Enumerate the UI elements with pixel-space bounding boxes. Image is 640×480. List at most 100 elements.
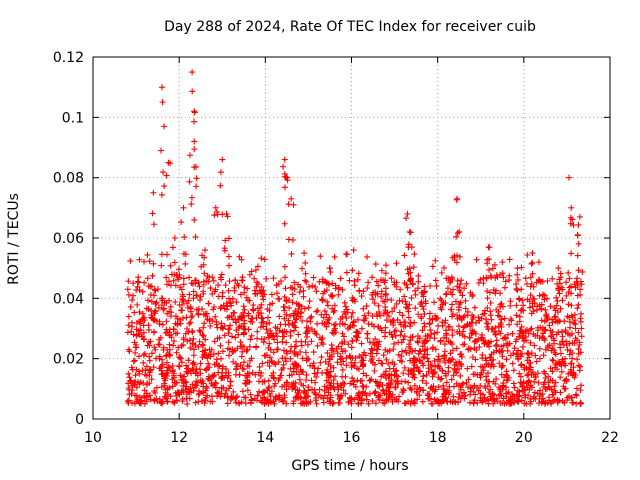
data-point <box>203 366 210 373</box>
data-point <box>467 391 474 398</box>
data-point <box>497 400 504 407</box>
data-point <box>534 324 541 331</box>
data-point <box>241 289 248 296</box>
peak-trail-point <box>382 307 389 314</box>
data-point <box>363 396 370 403</box>
data-point <box>560 383 567 390</box>
peak-trail-point <box>407 229 414 236</box>
data-point <box>355 390 362 397</box>
data-point <box>199 348 206 355</box>
data-point <box>576 341 583 348</box>
data-point <box>556 290 563 297</box>
data-point <box>254 263 261 270</box>
data-point <box>532 352 539 359</box>
data-point <box>464 365 471 372</box>
data-point <box>456 330 463 337</box>
data-point <box>429 263 436 270</box>
data-point <box>207 398 214 405</box>
peak-trail-point <box>150 221 157 228</box>
data-point <box>184 400 191 407</box>
peak-trail-point <box>577 286 584 293</box>
data-point <box>255 281 262 288</box>
data-point <box>198 252 205 259</box>
data-point <box>266 363 273 370</box>
data-point <box>386 388 393 395</box>
data-point <box>474 399 481 406</box>
data-point <box>442 372 449 379</box>
data-point <box>240 366 247 373</box>
data-point <box>193 292 200 299</box>
data-point <box>518 264 525 271</box>
data-point <box>141 350 148 357</box>
data-point <box>312 391 319 398</box>
data-point <box>258 301 265 308</box>
data-point <box>212 379 219 386</box>
data-point <box>283 386 290 393</box>
data-point <box>536 302 543 309</box>
data-point <box>342 390 349 397</box>
data-point <box>432 257 439 264</box>
data-point <box>415 272 422 279</box>
data-point <box>351 363 358 370</box>
data-point <box>406 265 413 272</box>
data-point <box>183 362 190 369</box>
data-point <box>280 365 287 372</box>
data-point <box>282 274 289 281</box>
data-point <box>340 379 347 386</box>
data-point <box>541 368 548 375</box>
data-point <box>498 364 505 371</box>
data-point <box>436 358 443 365</box>
data-point <box>226 385 233 392</box>
data-point <box>408 398 415 405</box>
peak-trail-point <box>158 251 165 258</box>
data-point <box>312 283 319 290</box>
data-point <box>486 343 493 350</box>
data-point <box>249 315 256 322</box>
data-point <box>528 280 535 287</box>
data-point <box>300 399 307 406</box>
data-point <box>136 399 143 406</box>
data-point <box>332 329 339 336</box>
data-point <box>335 286 342 293</box>
data-point <box>377 312 384 319</box>
data-point <box>270 349 277 356</box>
data-point <box>509 360 516 367</box>
data-point <box>475 314 482 321</box>
data-point <box>429 400 436 407</box>
peak-trail-point <box>410 264 417 271</box>
peak-trail-point <box>158 147 165 154</box>
data-point <box>523 365 530 372</box>
data-point <box>527 339 534 346</box>
peak-trail-point <box>221 247 228 254</box>
data-point <box>528 260 535 267</box>
data-point <box>158 371 165 378</box>
data-point <box>536 345 543 352</box>
data-point <box>507 298 514 305</box>
data-point <box>288 371 295 378</box>
data-point <box>546 394 553 401</box>
data-point <box>564 394 571 401</box>
data-point <box>339 373 346 380</box>
peak-trail-point <box>327 269 334 276</box>
data-point <box>573 392 580 399</box>
data-point <box>416 392 423 399</box>
data-point <box>327 362 334 369</box>
peak-trail-point <box>404 305 411 312</box>
data-point <box>205 300 212 307</box>
data-point <box>144 342 151 349</box>
data-point <box>514 321 521 328</box>
data-point <box>188 314 195 321</box>
data-point <box>137 398 144 405</box>
data-point <box>372 336 379 343</box>
data-point <box>378 288 385 295</box>
data-point <box>190 346 197 353</box>
data-point <box>441 352 448 359</box>
data-point <box>537 387 544 394</box>
data-point <box>463 379 470 386</box>
data-point <box>387 391 394 398</box>
data-point <box>490 356 497 363</box>
data-point <box>523 400 530 407</box>
data-point <box>203 365 210 372</box>
peak-trail-point <box>164 281 171 288</box>
peak-trail-point <box>302 259 309 266</box>
